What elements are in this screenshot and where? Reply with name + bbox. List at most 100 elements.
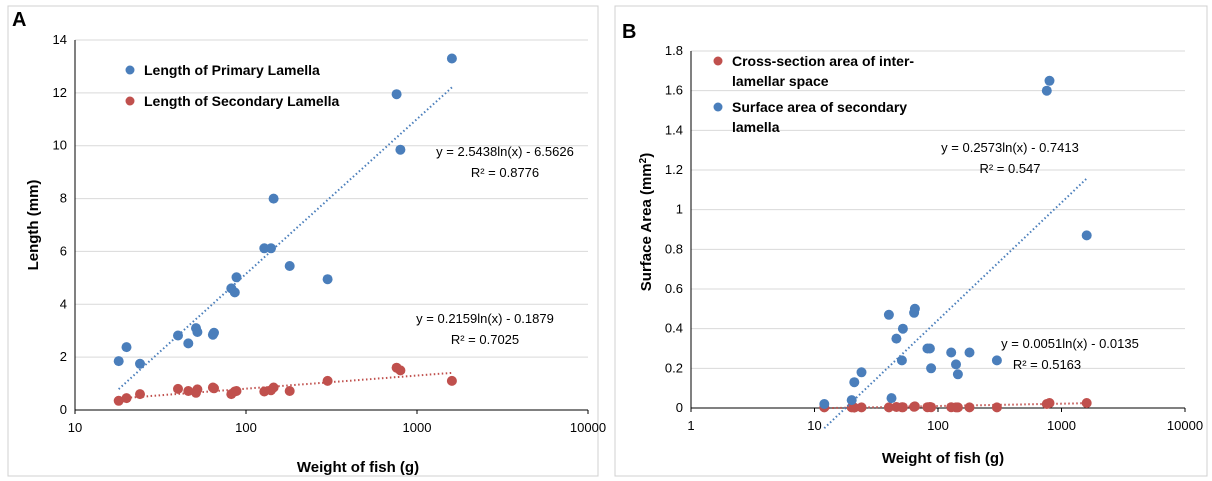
trend-r-squared: R² = 0.5163	[1013, 357, 1081, 372]
panel-a-y-axis-title: Length (mm)	[25, 180, 42, 271]
data-point	[121, 342, 132, 353]
data-point	[1041, 85, 1052, 96]
data-point	[192, 327, 203, 337]
y-tick-label: 12	[53, 85, 67, 100]
data-point	[1081, 398, 1092, 408]
y-tick-label: 14	[53, 32, 67, 47]
trend-r-squared: R² = 0.547	[979, 161, 1040, 176]
data-point	[951, 359, 961, 370]
legend-label: Length of Primary Lamella	[144, 62, 320, 78]
data-point	[909, 303, 920, 314]
data-point	[446, 375, 457, 386]
data-point	[322, 274, 333, 285]
x-tick-label: 1000	[403, 420, 432, 435]
trend-equation: y = 0.0051ln(x) - 0.0135	[1001, 336, 1139, 351]
data-point	[897, 323, 908, 334]
data-point	[926, 402, 937, 413]
data-point	[229, 287, 240, 298]
data-point	[231, 272, 242, 283]
data-point	[991, 355, 1002, 366]
data-point	[991, 402, 1002, 413]
x-tick-label: 10000	[570, 420, 606, 435]
y-tick-label: 4	[60, 296, 67, 311]
data-point	[231, 386, 242, 396]
y-tick-label: 0.8	[665, 241, 683, 256]
trend-equation: y = 2.5438ln(x) - 6.5626	[436, 144, 574, 159]
trend-equation: y = 0.2573ln(x) - 0.7413	[941, 140, 1079, 155]
panel-a-x-axis-title: Weight of fish (g)	[297, 459, 419, 476]
data-point	[846, 395, 857, 406]
data-point	[183, 386, 194, 396]
data-point	[446, 53, 457, 64]
data-point	[322, 375, 333, 386]
data-point	[952, 369, 963, 380]
data-point	[121, 393, 132, 404]
legend-marker	[125, 65, 135, 75]
data-point	[952, 402, 963, 413]
legend-marker	[713, 102, 723, 112]
data-point	[856, 402, 867, 413]
x-tick-label: 100	[927, 418, 949, 433]
data-point	[209, 383, 219, 394]
trend-r-squared: R² = 0.8776	[471, 165, 539, 180]
trend-r-squared: R² = 0.7025	[451, 332, 519, 347]
x-tick-label: 1	[687, 418, 694, 433]
data-point	[284, 386, 295, 396]
data-point	[1044, 75, 1055, 86]
data-point	[173, 330, 183, 341]
data-point	[268, 193, 279, 204]
x-tick-label: 10	[68, 420, 82, 435]
panel-b-y-axis-title: Surface Area (mm2)	[638, 153, 655, 291]
panel-a-plot: 0 2 4 6 8 10 12 14 10 100 1000 10000 Length of Prima…	[53, 32, 607, 435]
y-tick-label: 6	[60, 243, 67, 258]
data-point	[391, 89, 402, 100]
data-point	[113, 356, 124, 367]
data-point	[1081, 230, 1092, 241]
trendline-2	[823, 177, 1088, 429]
data-point	[268, 382, 279, 393]
data-point	[135, 358, 145, 369]
data-point	[113, 395, 124, 406]
data-point	[266, 243, 276, 254]
data-point	[849, 377, 860, 388]
data-point	[886, 393, 897, 404]
data-point	[909, 401, 920, 412]
y-tick-label: 1.6	[665, 83, 683, 98]
legend-label: Length of Secondary Lamella	[144, 93, 339, 109]
panel-b-frame	[614, 5, 1208, 477]
data-point	[395, 144, 406, 155]
panel-b-x-axis-title: Weight of fish (g)	[882, 450, 1004, 467]
trendline-2	[118, 371, 452, 400]
y-tick-label: 1.2	[665, 162, 683, 177]
data-point	[897, 402, 908, 413]
y-tick-label: 10	[53, 138, 67, 153]
data-point	[135, 389, 145, 400]
data-point	[883, 309, 894, 320]
y-tick-label: 0.4	[665, 321, 683, 336]
x-tick-label: 1000	[1047, 418, 1076, 433]
data-point	[192, 384, 203, 395]
panel-a-label: A	[12, 9, 26, 31]
trend-equation: y = 0.2159ln(x) - 0.1879	[416, 311, 554, 326]
y-tick-label: 1.8	[665, 43, 683, 58]
data-point	[856, 367, 867, 378]
data-point	[173, 383, 183, 394]
y-tick-label: 0	[676, 400, 683, 415]
y-tick-label: 0.2	[665, 360, 683, 375]
legend-label: Surface area of secondary lamella	[732, 99, 907, 135]
panel-b-label: B	[622, 21, 636, 43]
x-tick-label: 10	[807, 418, 821, 433]
y-tick-label: 1.4	[665, 122, 683, 137]
data-point	[819, 399, 830, 409]
trendline-1	[118, 86, 453, 390]
y-tick-label: 8	[60, 191, 67, 206]
data-point	[209, 327, 219, 338]
x-tick-label: 10000	[1167, 418, 1203, 433]
y-tick-label: 1	[676, 202, 683, 217]
panel-b-plot: 0 0.2 0.4 0.6 0.8 1 1.2 1.4 1.6 1.8 1 10 100 1000 1000…	[665, 43, 1203, 433]
data-point	[891, 333, 902, 344]
data-point	[183, 338, 194, 349]
legend-label: Cross-section area of inter-lamellar spa…	[732, 53, 914, 89]
